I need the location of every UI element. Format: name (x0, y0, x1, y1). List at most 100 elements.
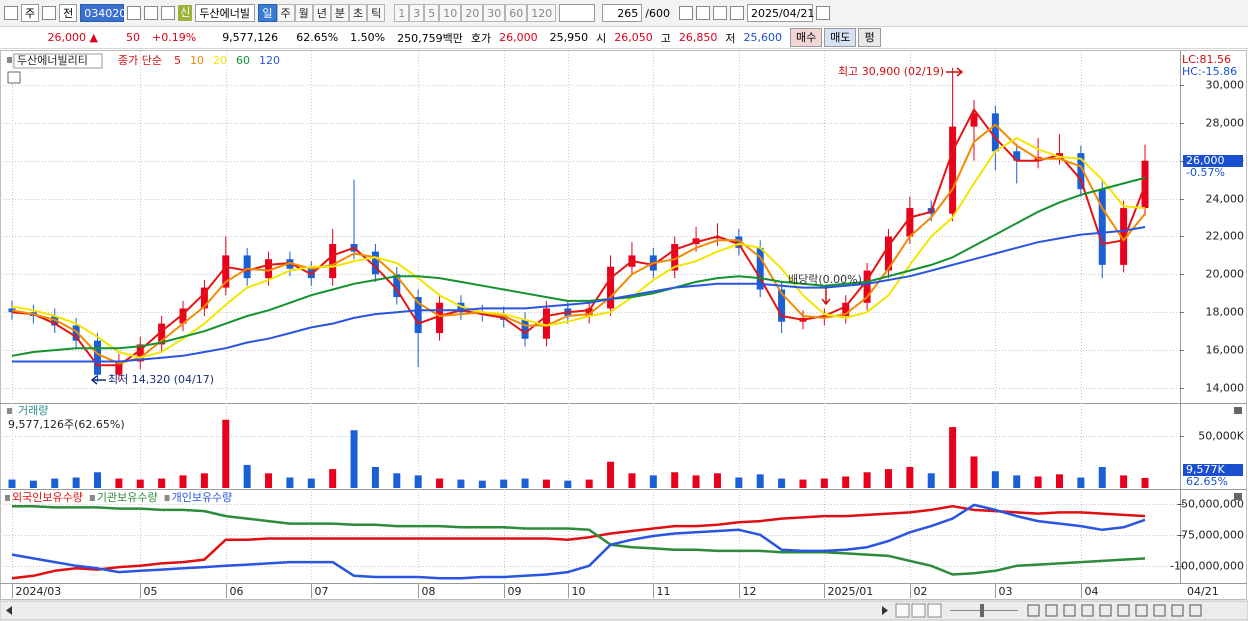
scroll-left (6, 606, 12, 615)
volume-bar (799, 479, 807, 488)
volume-bar (649, 475, 657, 488)
sell-button[interactable]: 매도 (824, 28, 857, 47)
candle-body (970, 113, 978, 127)
tool-icon[interactable] (1045, 604, 1058, 617)
period-button[interactable]: 틱 (367, 4, 386, 22)
volume-bar (1034, 476, 1042, 488)
interval-button[interactable]: 10 (439, 4, 462, 22)
panel-close (1234, 493, 1242, 500)
volume-bar (72, 477, 80, 488)
buy-button[interactable]: 매수 (789, 28, 823, 47)
tool-icon[interactable] (1117, 604, 1130, 617)
interval-button[interactable]: 3 (409, 4, 425, 22)
stock-code-input[interactable]: 034020 (80, 4, 126, 22)
tool-icon[interactable] (1135, 604, 1148, 617)
nav-button[interactable] (895, 603, 910, 618)
y-tick-label: 14,000 (1206, 382, 1245, 395)
interval-button[interactable]: 5 (424, 4, 440, 22)
y-tick-label: 22,000 (1206, 230, 1245, 243)
legend-entry: 20 (213, 54, 227, 67)
volume-bar (500, 479, 508, 488)
candle-body (1098, 189, 1106, 265)
candle-body (94, 340, 102, 375)
nav-button[interactable] (911, 603, 926, 618)
line-icon[interactable] (695, 6, 710, 20)
volume-bar (200, 473, 208, 488)
volume-bar (884, 469, 892, 488)
flat-button[interactable]: 펑 (858, 28, 881, 47)
save-icon[interactable] (712, 6, 727, 20)
dropdown-icon[interactable] (127, 6, 142, 20)
y-tick-label: -50,000,000 (1177, 498, 1244, 511)
x-tick-label: 09 (508, 585, 522, 598)
count-input[interactable]: 265 (602, 4, 643, 22)
period-button[interactable]: 월 (294, 4, 313, 22)
tool-icon[interactable] (1081, 604, 1094, 617)
blank-select[interactable] (559, 4, 596, 22)
open: 26,050 (614, 31, 653, 44)
candle-icon[interactable] (678, 6, 693, 20)
tool-icon[interactable] (1027, 604, 1040, 617)
lc-label: LC:81.56 (1182, 53, 1231, 66)
current-volume-box (1183, 464, 1243, 476)
volume-bar (1013, 475, 1021, 488)
period-button[interactable]: 주 (276, 4, 295, 22)
volume-bar (414, 475, 422, 488)
menu-icon[interactable] (4, 6, 18, 20)
period-button[interactable]: 초 (349, 4, 368, 22)
interval-button[interactable]: 120 (527, 4, 557, 22)
market-select[interactable]: 주 (21, 4, 40, 22)
x-tick-label: 07 (315, 585, 329, 598)
tool-icon[interactable] (1099, 604, 1112, 617)
count-max: /600 (645, 6, 670, 20)
nav-button[interactable] (927, 603, 942, 618)
volume-marker (7, 408, 12, 414)
zoom-thumb[interactable] (980, 604, 984, 617)
volume-bar (222, 419, 230, 488)
date-input[interactable]: 2025/04/21 (746, 4, 814, 22)
volume-bar (778, 478, 786, 488)
candle-body (863, 270, 871, 303)
dropdown-icon[interactable] (42, 6, 57, 20)
y-tick-label: 20,000 (1206, 268, 1245, 281)
volume-bar (29, 480, 37, 488)
period-button[interactable]: 일 (258, 4, 277, 22)
calendar-icon[interactable] (815, 6, 830, 20)
settings-icon[interactable] (729, 6, 744, 20)
series-line (12, 504, 1146, 576)
scroll-right[interactable] (882, 606, 888, 615)
x-tick-label: 06 (230, 585, 244, 598)
tool-icon[interactable] (1189, 604, 1202, 617)
volume-subtitle: 9,577,126주(62.65%) (8, 418, 125, 431)
volume-bar (1077, 477, 1085, 488)
tool-icon[interactable] (1171, 604, 1184, 617)
volume-bar (307, 478, 315, 488)
scrollbar (0, 600, 1248, 621)
tool-icon[interactable] (1063, 604, 1076, 617)
interval-button[interactable]: 20 (461, 4, 484, 22)
legend-marker (5, 495, 10, 501)
legend-marker (164, 495, 170, 501)
x-tick-label: 2025/01 (828, 585, 874, 598)
search-icon[interactable] (144, 6, 159, 20)
y-tick-label: 24,000 (1206, 193, 1245, 206)
legend-entry: 개인보유수량 (172, 491, 233, 504)
panel-close (1234, 407, 1242, 414)
candle-body (884, 236, 892, 271)
interval-button[interactable]: 60 (505, 4, 528, 22)
tool-icon[interactable] (1153, 604, 1166, 617)
interval-button[interactable]: 30 (483, 4, 506, 22)
table-icon (7, 71, 21, 84)
sound-icon[interactable] (161, 6, 176, 20)
prev-button[interactable]: 전 (59, 4, 78, 22)
x-tick-label: 10 (572, 585, 586, 598)
period-button[interactable]: 분 (330, 4, 349, 22)
interval-button[interactable]: 1 (394, 4, 410, 22)
period-button[interactable]: 년 (312, 4, 331, 22)
volume-bar (991, 471, 999, 488)
annotation: 최저 14,320 (04/17) (108, 373, 214, 386)
volume-bar (735, 477, 743, 488)
volume-bar (136, 479, 144, 488)
ask-label: 호가 (470, 31, 492, 45)
